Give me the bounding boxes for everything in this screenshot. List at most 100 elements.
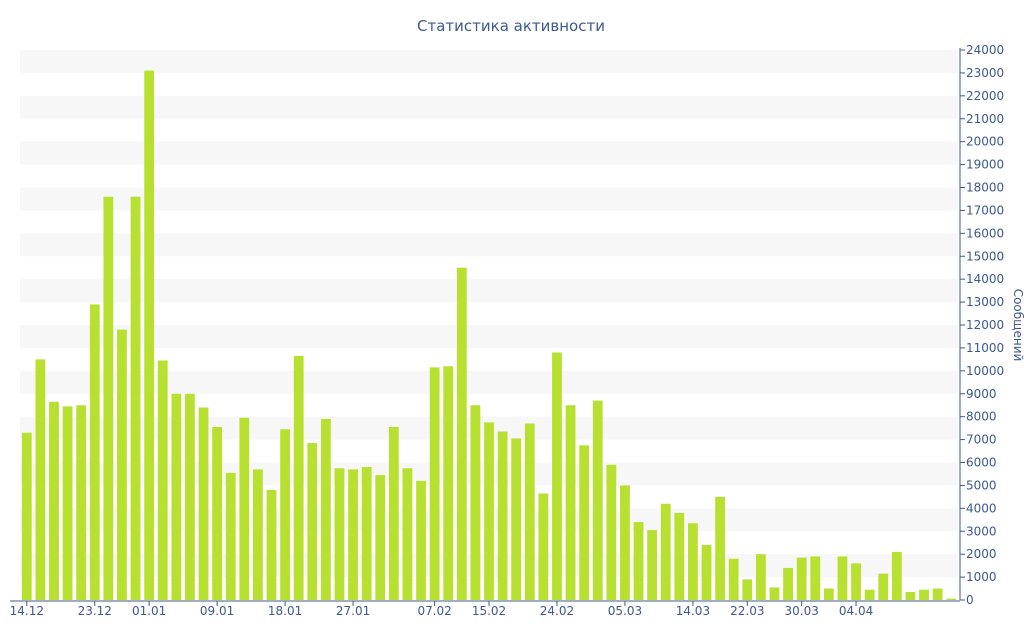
bar <box>375 475 386 600</box>
x-tick-label: 18.01 <box>268 604 302 618</box>
y-tick-label: 6000 <box>966 456 997 470</box>
y-tick-label: 15000 <box>966 249 1004 263</box>
y-tick-label: 1000 <box>966 570 997 584</box>
bar <box>796 557 807 600</box>
x-tick-label: 04.04 <box>839 604 873 618</box>
bar <box>212 426 223 600</box>
bar <box>919 589 929 600</box>
bar <box>484 422 494 600</box>
y-tick-label: 0 <box>966 593 974 607</box>
bar <box>851 563 861 600</box>
bar <box>348 469 358 600</box>
bar <box>946 598 957 600</box>
y-tick-label: 19000 <box>966 158 1004 172</box>
bar <box>198 407 209 600</box>
y-tick-label: 11000 <box>966 341 1004 355</box>
grid-band <box>20 325 958 348</box>
bar <box>701 545 712 600</box>
bar <box>49 401 59 600</box>
bar <box>334 468 345 600</box>
x-tick-label: 24.02 <box>540 604 574 618</box>
bar <box>144 70 155 600</box>
y-tick-label: 20000 <box>966 135 1004 149</box>
bar <box>320 418 331 600</box>
bar <box>293 355 304 600</box>
bar <box>660 503 671 600</box>
bar <box>905 591 916 600</box>
bar <box>552 352 562 600</box>
x-axis: 14.12 23.12 01.01 09.01 18.01 27.01 07.02 15.02… <box>10 600 960 618</box>
y-tick-label: 10000 <box>966 364 1004 378</box>
y-tick-label: 3000 <box>966 524 997 538</box>
bar <box>606 464 617 600</box>
bar <box>565 405 576 600</box>
bar <box>688 523 698 600</box>
y-tick-label: 22000 <box>966 89 1004 103</box>
bar <box>253 469 263 600</box>
y-tick-label: 5000 <box>966 478 997 492</box>
bar <box>742 579 753 600</box>
grid-band <box>20 279 958 303</box>
bar <box>402 468 413 600</box>
bar <box>416 480 426 600</box>
bar <box>361 467 372 600</box>
bar <box>280 429 290 600</box>
bar <box>823 588 834 600</box>
x-tick-label: 30.03 <box>784 604 818 618</box>
x-tick-label: 01.01 <box>132 604 166 618</box>
bar <box>891 551 902 600</box>
y-tick-label: 2000 <box>966 547 997 561</box>
bar <box>171 393 182 600</box>
bar <box>592 400 603 600</box>
y-tick-label: 16000 <box>966 226 1004 240</box>
bar <box>538 493 549 600</box>
x-tick-label: 22.03 <box>730 604 764 618</box>
bar <box>728 558 739 600</box>
bar-series <box>21 70 957 600</box>
chart-title: Статистика активности <box>417 17 605 35</box>
bar <box>511 438 522 600</box>
grid-band <box>20 141 958 165</box>
grid-band <box>20 50 958 73</box>
x-tick-label: 23.12 <box>78 604 112 618</box>
bar <box>76 405 87 600</box>
bar <box>674 512 685 600</box>
bar <box>497 431 508 600</box>
grid-band <box>20 233 958 257</box>
bar <box>239 417 250 600</box>
y-axis: 0 1000 2000 3000 4000 5000 6000 7000 8000 9000 100… <box>959 43 1004 607</box>
y-tick-label: 8000 <box>966 410 997 424</box>
bar <box>837 556 848 600</box>
grid-band <box>20 95 958 119</box>
bar <box>21 432 32 600</box>
bar <box>864 589 875 600</box>
bar <box>266 490 277 600</box>
bar <box>647 530 658 600</box>
x-tick-label: 07.02 <box>417 604 451 618</box>
x-tick-label: 09.01 <box>200 604 234 618</box>
grid-band <box>20 370 958 394</box>
bar <box>579 445 590 600</box>
bar <box>89 304 100 600</box>
bar <box>307 443 318 600</box>
y-tick-label: 9000 <box>966 387 997 401</box>
bar <box>117 329 127 600</box>
grid-band <box>20 187 958 211</box>
bar <box>755 554 766 600</box>
bar <box>769 587 780 600</box>
bar <box>103 196 114 600</box>
y-tick-label: 7000 <box>966 433 997 447</box>
y-tick-label: 21000 <box>966 112 1004 126</box>
bar <box>130 196 141 600</box>
y-tick-label: 18000 <box>966 181 1004 195</box>
bar <box>524 423 535 600</box>
y-tick-label: 4000 <box>966 501 997 515</box>
y-tick-label: 24000 <box>966 43 1004 57</box>
bar <box>810 556 821 600</box>
bar <box>443 366 454 600</box>
x-tick-label: 05.03 <box>608 604 642 618</box>
y-axis-title: Сообщений <box>1011 289 1024 362</box>
x-tick-label: 27.01 <box>336 604 370 618</box>
bar <box>185 393 195 600</box>
bar <box>429 367 440 600</box>
